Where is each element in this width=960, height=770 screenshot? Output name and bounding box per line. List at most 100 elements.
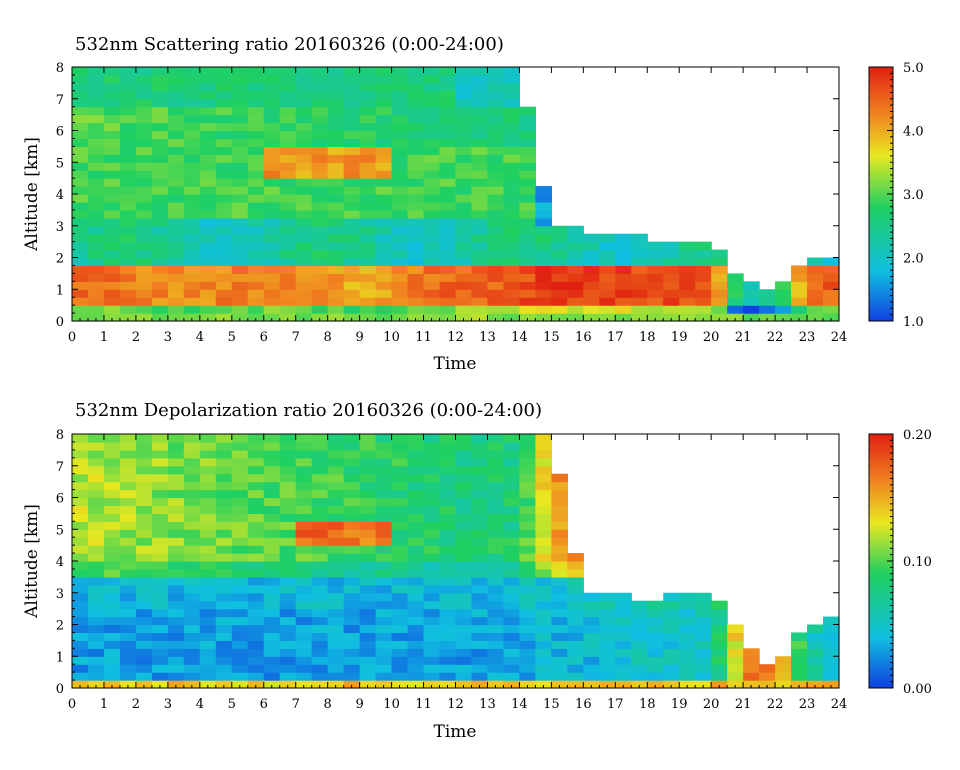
heatmap-cell [823, 624, 840, 634]
heatmap-cell [343, 162, 361, 171]
heatmap-cell [439, 186, 457, 195]
heatmap-cell [471, 305, 489, 314]
heatmap-cell [439, 608, 457, 618]
heatmap-cell [183, 537, 201, 546]
heatmap-cell [87, 672, 105, 681]
heatmap-cell [135, 178, 153, 187]
heatmap-cell [535, 568, 552, 578]
heatmap-cell [631, 656, 648, 665]
heatmap-cell [151, 201, 169, 211]
heatmap-cell [183, 529, 201, 538]
heatmap-cell [391, 513, 409, 522]
heatmap-cell [519, 281, 536, 290]
heatmap-cell [359, 90, 377, 100]
heatmap-cell [327, 170, 345, 179]
heatmap-cell [263, 576, 281, 586]
heatmap-cell [87, 449, 105, 459]
heatmap-cell [311, 82, 329, 92]
heatmap-cell [359, 608, 377, 618]
heatmap-cell [295, 82, 313, 92]
heatmap-cell [487, 489, 505, 499]
heatmap-cell [183, 170, 201, 179]
heatmap-cell [135, 529, 153, 538]
heatmap-cell [727, 656, 744, 665]
x-tick-label: 5 [228, 697, 236, 712]
heatmap-cell [391, 67, 409, 76]
heatmap-cell [215, 201, 233, 211]
heatmap-cell [359, 265, 377, 274]
heatmap-cell [72, 473, 89, 483]
heatmap-cell [583, 680, 600, 689]
heatmap-cell [87, 217, 105, 227]
heatmap-cell [471, 497, 489, 507]
heatmap-cell [359, 305, 377, 314]
heatmap-cell [119, 178, 137, 187]
axes-scattering: 0 1 2 3 4 5 6 7 8 9 10 11 12 13 14 15 16 17 18 19 20 21 22 23 24… [56, 61, 848, 345]
heatmap-cell [567, 600, 584, 610]
heatmap-cell [183, 656, 201, 665]
heatmap-cell [519, 616, 536, 626]
heatmap-cell [135, 313, 153, 322]
heatmap-cell [167, 473, 185, 483]
heatmap-cell [599, 624, 616, 634]
heatmap-cell [391, 130, 409, 140]
heatmap-cell [263, 664, 281, 673]
heatmap-cell [375, 146, 393, 155]
heatmap-cell [215, 313, 233, 322]
heatmap-cell [87, 82, 105, 92]
heatmap-cell [103, 489, 121, 499]
heatmap-cell [279, 545, 297, 554]
heatmap-cell [103, 513, 121, 522]
heatmap-cell [375, 457, 393, 467]
heatmap-cell [295, 640, 313, 649]
heatmap-cell [199, 600, 217, 610]
heatmap-cell [711, 305, 728, 314]
heatmap-cell [151, 449, 169, 459]
heatmap-cell [455, 489, 473, 499]
heatmap-cell [615, 664, 632, 673]
heatmap-cell [167, 576, 185, 586]
heatmap-cell [663, 624, 680, 634]
y-tick-label: 5 [56, 156, 64, 171]
heatmap-cell [695, 297, 712, 306]
heatmap-cell [423, 217, 441, 227]
heatmap-cell [183, 561, 201, 570]
heatmap-cell [295, 90, 313, 100]
heatmap-cell [135, 672, 153, 681]
heatmap-cell [471, 576, 489, 586]
heatmap-cell [359, 449, 377, 459]
heatmap-cell [519, 608, 536, 618]
x-tick-label: 20 [703, 330, 720, 345]
heatmap-cell [263, 305, 281, 314]
heatmap-cell [295, 616, 313, 626]
heatmap-cell [471, 600, 489, 610]
heatmap-cell [487, 434, 505, 443]
heatmap-cell [311, 545, 329, 554]
heatmap-cell [119, 98, 137, 108]
heatmap-cell [343, 521, 361, 530]
heatmap-cell [199, 497, 217, 507]
heatmap-cell [551, 225, 568, 235]
heatmap-cell [487, 481, 505, 491]
heatmap-cell [103, 457, 121, 467]
heatmap-cell [72, 457, 89, 467]
heatmap-cell [343, 545, 361, 554]
heatmap-cell [215, 457, 233, 467]
heatmap-cell [151, 281, 169, 290]
heatmap-cell [391, 154, 409, 163]
heatmap-cell [263, 241, 281, 251]
heatmap-cell [391, 441, 409, 451]
heatmap-cell [615, 640, 632, 649]
heatmap-cell [423, 162, 441, 171]
heatmap-cell [311, 624, 329, 634]
x-tick-label: 8 [324, 330, 332, 345]
heatmap-cell [535, 664, 552, 673]
heatmap-cell [535, 201, 552, 211]
heatmap-cell [231, 162, 249, 171]
heatmap-cell [711, 632, 728, 641]
heatmap-cell [583, 289, 600, 298]
heatmap-cell [119, 106, 137, 116]
heatmap-cell [423, 154, 441, 163]
heatmap-cell [295, 592, 313, 602]
colorbar-tick-label: 4.0 [903, 125, 924, 140]
